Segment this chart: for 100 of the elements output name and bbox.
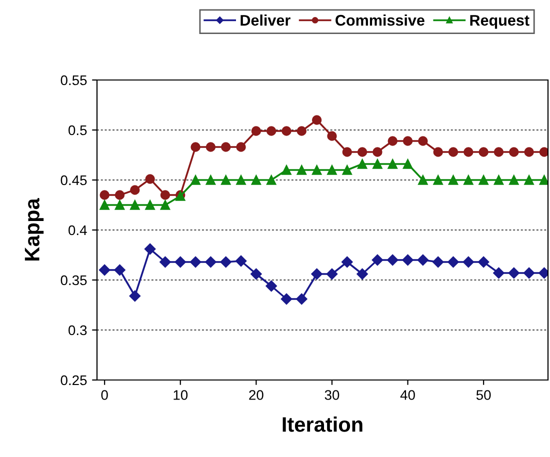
x-tick-label: 40 [400, 390, 415, 400]
point [494, 175, 504, 185]
point [342, 147, 352, 157]
y-tick-label: 0.3 [68, 325, 87, 336]
point [433, 175, 443, 185]
point [432, 256, 444, 268]
point [266, 126, 276, 136]
y-tick-label: 0.35 [60, 275, 87, 286]
y-tick-label: 0.5 [68, 125, 87, 136]
point [494, 147, 504, 157]
x-tick-label: 10 [174, 390, 188, 400]
point [539, 175, 548, 185]
point [478, 175, 488, 185]
point [357, 147, 368, 157]
point [160, 200, 170, 210]
point [236, 142, 246, 152]
point [508, 267, 520, 279]
y-tick-label: 0.25 [60, 375, 87, 386]
point [342, 165, 352, 175]
legend-label: Deliver [240, 14, 290, 26]
point [296, 165, 307, 175]
point [100, 200, 110, 210]
point [190, 175, 200, 185]
point [144, 243, 156, 255]
point [236, 175, 246, 185]
point [327, 131, 337, 141]
point [478, 256, 490, 268]
point [418, 136, 428, 146]
point [448, 147, 458, 157]
point [296, 126, 307, 136]
point [190, 256, 202, 268]
point [524, 147, 534, 157]
point [372, 159, 382, 169]
point [130, 185, 140, 195]
legend-label: Request [470, 15, 530, 29]
point [145, 200, 155, 210]
point [448, 175, 458, 185]
point [266, 280, 277, 292]
point [251, 175, 262, 185]
legend-label: Commissive [336, 14, 424, 26]
point [493, 267, 504, 279]
point [372, 254, 384, 266]
point [387, 254, 398, 266]
y-tick-label: 0.45 [60, 175, 87, 186]
point [402, 159, 413, 169]
point [417, 254, 429, 266]
point [388, 136, 398, 146]
point [114, 264, 126, 276]
y-axis-title: Kappa [24, 198, 44, 260]
point [235, 255, 247, 267]
y-tick-label: 0.55 [60, 75, 87, 86]
point [190, 142, 200, 152]
point [523, 267, 535, 279]
point [356, 268, 368, 280]
point [524, 175, 534, 185]
x-tick-label: 30 [324, 390, 340, 400]
point [130, 200, 140, 210]
point [312, 165, 322, 175]
point [250, 268, 262, 280]
point [220, 142, 231, 152]
point [282, 165, 292, 175]
point [160, 190, 170, 200]
point [509, 175, 519, 185]
point [388, 159, 398, 169]
point [220, 256, 232, 268]
point [478, 147, 488, 157]
point [206, 142, 216, 152]
x-axis-title: Iteration [282, 416, 362, 432]
point [251, 126, 262, 136]
point [220, 175, 231, 185]
point [464, 147, 474, 157]
point [509, 147, 519, 157]
point [114, 190, 125, 200]
point [433, 147, 443, 157]
point [129, 290, 141, 302]
point [448, 256, 459, 268]
point [464, 175, 474, 185]
point [100, 190, 110, 200]
point [174, 256, 186, 268]
x-tick-label: 50 [476, 390, 491, 400]
point [114, 200, 125, 210]
point [145, 174, 155, 184]
y-tick-label: 0.4 [68, 225, 87, 236]
point [312, 115, 322, 125]
point [280, 293, 292, 305]
point [206, 175, 216, 185]
point [98, 264, 110, 276]
x-tick-label: 20 [249, 390, 264, 400]
point [160, 256, 171, 268]
point [402, 136, 413, 146]
x-tick-label: 0 [101, 390, 108, 400]
point [282, 126, 292, 136]
point [205, 256, 216, 268]
point [462, 256, 474, 268]
point [342, 256, 353, 268]
point [326, 268, 338, 280]
point [539, 147, 548, 157]
point [296, 293, 308, 305]
point [402, 254, 414, 266]
point [418, 175, 428, 185]
